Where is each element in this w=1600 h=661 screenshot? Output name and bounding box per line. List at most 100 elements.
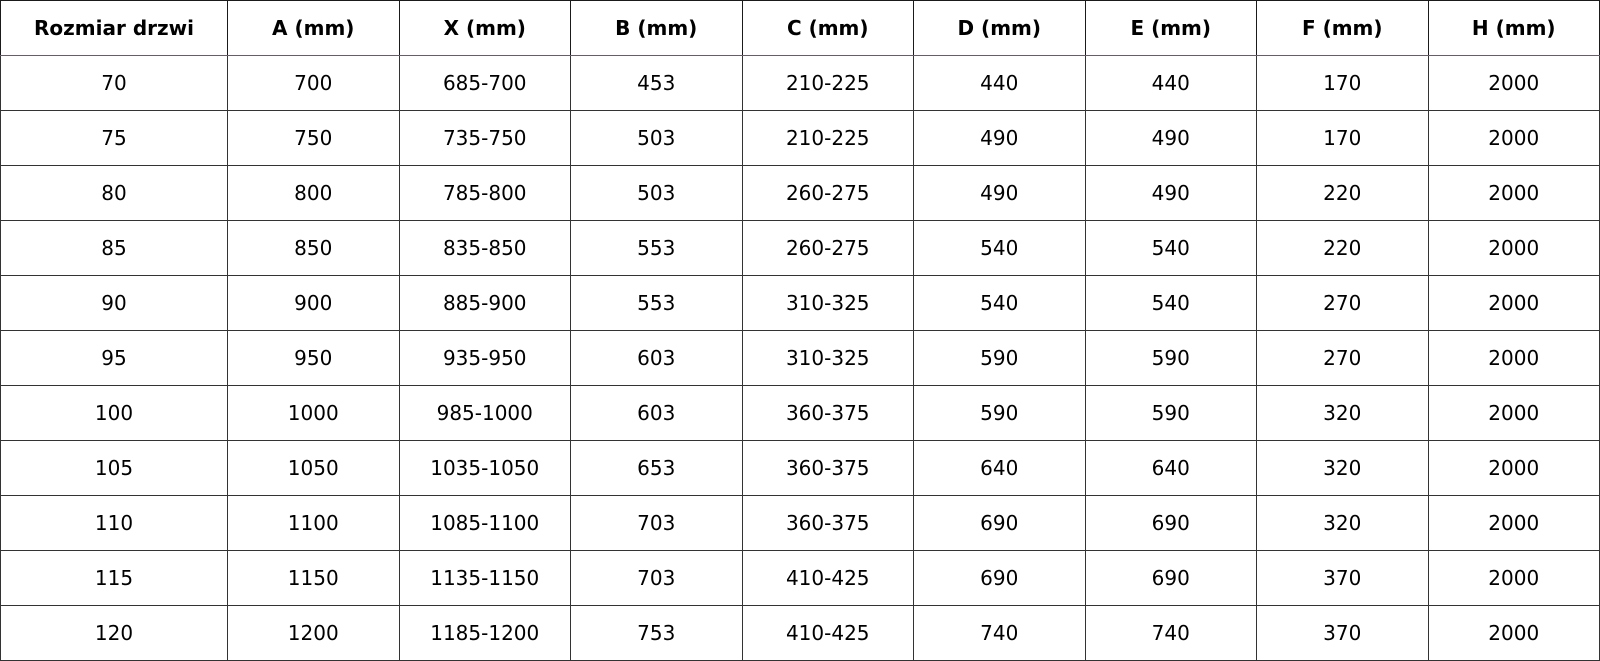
table-cell: 90 (0, 275, 228, 331)
table-cell: 540 (1084, 275, 1257, 331)
table-cell: 753 (570, 605, 743, 661)
table-cell: 170 (1256, 55, 1429, 111)
table-cell: 750 (227, 110, 400, 166)
table-row: 100 1000 985-1000 603 360-375 590 590 320 2000 (0, 385, 1600, 441)
table-cell: 740 (1084, 605, 1257, 661)
table-cell: 540 (913, 220, 1086, 276)
table-row: 115 1150 1135-1150 703 410-425 690 690 370 2000 (0, 550, 1600, 606)
table-row: 85 850 835-850 553 260-275 540 540 220 2000 (0, 220, 1600, 276)
table-row: 110 1100 1085-1100 703 360-375 690 690 320 2000 (0, 495, 1600, 551)
table-cell: 320 (1256, 440, 1429, 496)
table-cell: 85 (0, 220, 228, 276)
table-cell: 885-900 (398, 275, 571, 331)
table-cell: 735-750 (398, 110, 571, 166)
table-row: 120 1200 1185-1200 753 410-425 740 740 370 2000 (0, 605, 1600, 661)
table-row: 70 700 685-700 453 210-225 440 440 170 2000 (0, 55, 1600, 111)
table-cell: 105 (0, 440, 228, 496)
table-cell: 370 (1256, 605, 1429, 661)
table-cell: 490 (913, 165, 1086, 221)
table-cell: 220 (1256, 165, 1429, 221)
table-cell: 835-850 (398, 220, 571, 276)
table-cell: 2000 (1427, 275, 1600, 331)
table-cell: 360-375 (741, 495, 914, 551)
table-cell: 935-950 (398, 330, 571, 386)
table-cell: 503 (570, 110, 743, 166)
table-cell: 1000 (227, 385, 400, 441)
table-cell: 70 (0, 55, 228, 111)
table-cell: 410-425 (741, 550, 914, 606)
column-header: A (mm) (227, 0, 400, 56)
table-cell: 370 (1256, 550, 1429, 606)
table-cell: 590 (913, 330, 1086, 386)
column-header: B (mm) (570, 0, 743, 56)
table-cell: 270 (1256, 275, 1429, 331)
column-header: H (mm) (1427, 0, 1600, 56)
table-cell: 590 (1084, 330, 1257, 386)
table-cell: 490 (1084, 110, 1257, 166)
table-row: 105 1050 1035-1050 653 360-375 640 640 320 2000 (0, 440, 1600, 496)
table-cell: 260-275 (741, 165, 914, 221)
column-header: E (mm) (1084, 0, 1257, 56)
table-cell: 220 (1256, 220, 1429, 276)
table-cell: 410-425 (741, 605, 914, 661)
table-cell: 360-375 (741, 440, 914, 496)
table-cell: 690 (913, 495, 1086, 551)
table-cell: 703 (570, 550, 743, 606)
column-header: X (mm) (398, 0, 571, 56)
table-cell: 603 (570, 330, 743, 386)
table-row: 95 950 935-950 603 310-325 590 590 270 2000 (0, 330, 1600, 386)
column-header: D (mm) (913, 0, 1086, 56)
table-cell: 2000 (1427, 220, 1600, 276)
table-cell: 115 (0, 550, 228, 606)
table-cell: 603 (570, 385, 743, 441)
table-cell: 440 (913, 55, 1086, 111)
table-cell: 553 (570, 220, 743, 276)
table-cell: 1200 (227, 605, 400, 661)
table-cell: 503 (570, 165, 743, 221)
table-cell: 640 (913, 440, 1086, 496)
table-cell: 850 (227, 220, 400, 276)
table-cell: 540 (913, 275, 1086, 331)
table-cell: 490 (1084, 165, 1257, 221)
table-cell: 490 (913, 110, 1086, 166)
column-header: C (mm) (741, 0, 914, 56)
table-cell: 1100 (227, 495, 400, 551)
table-row: 75 750 735-750 503 210-225 490 490 170 2000 (0, 110, 1600, 166)
table-cell: 320 (1256, 385, 1429, 441)
column-header: F (mm) (1256, 0, 1429, 56)
table-cell: 2000 (1427, 165, 1600, 221)
column-header: Rozmiar drzwi (0, 0, 228, 56)
table-row: 80 800 785-800 503 260-275 490 490 220 2000 (0, 165, 1600, 221)
table-cell: 1035-1050 (398, 440, 571, 496)
table-cell: 640 (1084, 440, 1257, 496)
table-cell: 2000 (1427, 55, 1600, 111)
table-cell: 985-1000 (398, 385, 571, 441)
table-cell: 95 (0, 330, 228, 386)
table-cell: 690 (913, 550, 1086, 606)
table-cell: 440 (1084, 55, 1257, 111)
table-cell: 310-325 (741, 330, 914, 386)
table-cell: 590 (913, 385, 1086, 441)
table-cell: 740 (913, 605, 1086, 661)
table-cell: 1050 (227, 440, 400, 496)
table-cell: 310-325 (741, 275, 914, 331)
table-cell: 360-375 (741, 385, 914, 441)
table-cell: 2000 (1427, 495, 1600, 551)
table-cell: 2000 (1427, 440, 1600, 496)
table-cell: 453 (570, 55, 743, 111)
table-cell: 170 (1256, 110, 1429, 166)
table-cell: 690 (1084, 550, 1257, 606)
table-cell: 1085-1100 (398, 495, 571, 551)
table-cell: 653 (570, 440, 743, 496)
table-cell: 900 (227, 275, 400, 331)
table-cell: 210-225 (741, 55, 914, 111)
table-cell: 700 (227, 55, 400, 111)
table-cell: 260-275 (741, 220, 914, 276)
table-cell: 690 (1084, 495, 1257, 551)
header-row: Rozmiar drzwi A (mm) X (mm) B (mm) C (mm) D (… (0, 0, 1600, 56)
table-cell: 540 (1084, 220, 1257, 276)
table-cell: 2000 (1427, 605, 1600, 661)
table-cell: 270 (1256, 330, 1429, 386)
table-cell: 320 (1256, 495, 1429, 551)
